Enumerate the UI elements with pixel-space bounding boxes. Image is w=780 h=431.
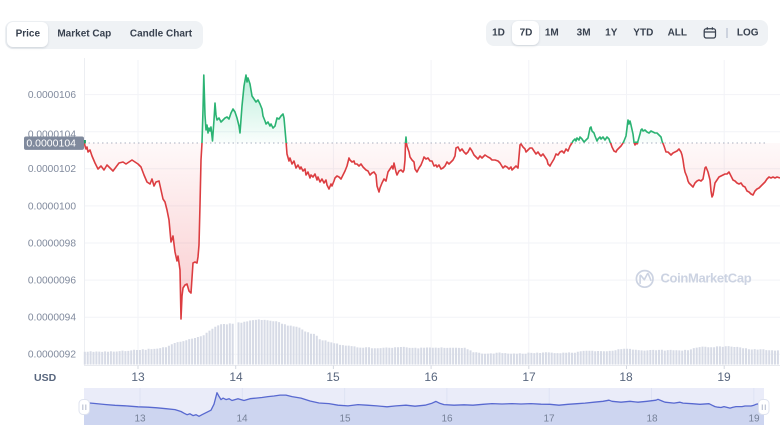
svg-text:USD: USD (34, 372, 57, 384)
svg-text:0.0000092: 0.0000092 (28, 350, 76, 361)
svg-text:0.0000094: 0.0000094 (28, 313, 76, 324)
svg-text:0.0000106: 0.0000106 (28, 90, 76, 101)
svg-text:15: 15 (339, 414, 351, 425)
svg-text:19: 19 (717, 370, 731, 384)
svg-text:14: 14 (229, 370, 243, 384)
svg-text:19: 19 (748, 414, 760, 425)
svg-text:18: 18 (619, 370, 633, 384)
svg-text:15: 15 (326, 370, 340, 384)
svg-text:16: 16 (441, 414, 453, 425)
svg-text:17: 17 (522, 370, 536, 384)
svg-text:0.0000096: 0.0000096 (28, 276, 76, 287)
svg-text:0.0000104: 0.0000104 (26, 138, 76, 150)
svg-text:18: 18 (646, 414, 658, 425)
svg-text:CoinMarketCap: CoinMarketCap (661, 271, 752, 286)
svg-text:14: 14 (236, 414, 248, 425)
svg-text:13: 13 (134, 414, 146, 425)
svg-text:0.0000104: 0.0000104 (28, 130, 76, 141)
svg-text:0.0000102: 0.0000102 (28, 164, 76, 175)
svg-text:0.0000100: 0.0000100 (28, 201, 76, 212)
svg-text:13: 13 (131, 370, 145, 384)
svg-text:0.0000098: 0.0000098 (28, 238, 76, 249)
svg-text:17: 17 (543, 414, 555, 425)
svg-text:16: 16 (424, 370, 438, 384)
